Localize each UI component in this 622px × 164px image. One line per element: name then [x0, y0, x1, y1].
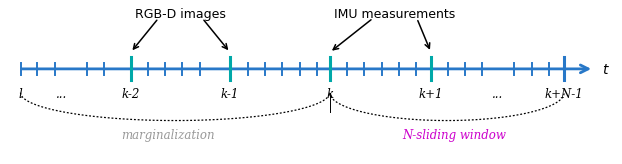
- Text: N-sliding window: N-sliding window: [402, 129, 506, 142]
- Text: k-2: k-2: [121, 88, 140, 101]
- Text: RGB-D images: RGB-D images: [135, 8, 226, 21]
- Text: ...: ...: [56, 88, 67, 101]
- Text: k: k: [326, 88, 333, 101]
- Text: k+1: k+1: [419, 88, 443, 101]
- Text: $t$: $t$: [602, 63, 610, 77]
- Text: ...: ...: [492, 88, 503, 101]
- Text: k-1: k-1: [221, 88, 239, 101]
- Text: k+N-1: k+N-1: [545, 88, 583, 101]
- Text: l: l: [19, 88, 22, 101]
- Text: marginalization: marginalization: [121, 129, 215, 142]
- Text: IMU measurements: IMU measurements: [335, 8, 455, 21]
